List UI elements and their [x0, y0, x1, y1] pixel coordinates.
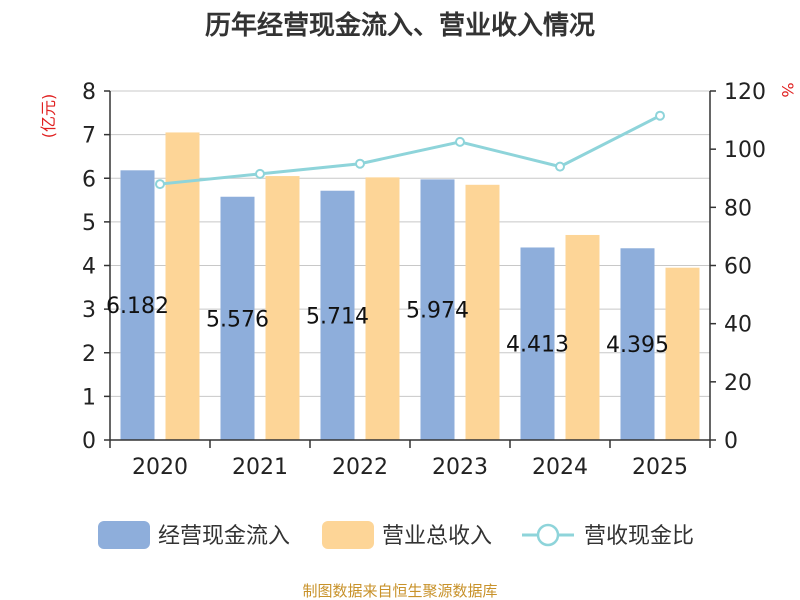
left-axis-unit: (亿元)	[39, 94, 58, 139]
line-layer	[155, 110, 665, 190]
data-label: 5.576	[206, 307, 269, 332]
data-label: 6.182	[106, 294, 169, 319]
data-label: 4.413	[506, 333, 569, 358]
left-tick-label: 3	[82, 298, 96, 323]
legend-swatch	[98, 521, 150, 549]
right-tick-label: 20	[724, 371, 752, 396]
data-label-layer: 6.182 5.576 5.714 5.974 4.413 4.395	[106, 294, 669, 358]
right-axis-unit: %	[778, 82, 797, 97]
legend-item[interactable]: 营收现金比	[522, 523, 694, 549]
bar-revenue[interactable]	[165, 132, 200, 440]
legend-label: 营收现金比	[584, 524, 694, 549]
right-tick-label: 40	[724, 313, 752, 338]
right-tick-label: 100	[724, 138, 766, 163]
bar-layer	[120, 132, 700, 441]
bar-cash-inflow[interactable]	[120, 170, 155, 441]
legend-item[interactable]: 营业总收入	[322, 521, 492, 549]
line-point[interactable]	[655, 110, 665, 121]
right-tick-label: 60	[724, 255, 752, 280]
line-point[interactable]	[555, 161, 565, 172]
x-tick-label: 2022	[332, 455, 388, 480]
line-point[interactable]	[255, 168, 265, 179]
bar-revenue[interactable]	[265, 176, 300, 440]
legend-label: 营业总收入	[382, 524, 492, 549]
legend-marker	[536, 523, 560, 547]
left-tick-label: 0	[82, 429, 96, 454]
source-note: 制图数据来自恒生聚源数据库	[302, 582, 497, 600]
bar-cash-inflow[interactable]	[220, 196, 255, 440]
x-tick-label: 2020	[132, 455, 188, 480]
right-tick-label: 120	[724, 80, 766, 105]
bar-cash-inflow[interactable]	[420, 179, 455, 440]
bar-revenue[interactable]	[565, 234, 600, 440]
left-tick-label: 5	[82, 211, 96, 236]
x-tick-label: 2021	[232, 455, 288, 480]
bar-cash-inflow[interactable]	[520, 247, 555, 440]
bar-revenue[interactable]	[465, 184, 500, 440]
legend[interactable]: 经营现金流入 营业总收入 营收现金比	[98, 521, 694, 549]
bar-cash-inflow[interactable]	[320, 190, 355, 440]
line-point[interactable]	[455, 136, 465, 147]
left-tick-label: 2	[82, 342, 96, 367]
right-tick-label: 0	[724, 429, 738, 454]
left-tick-label: 6	[82, 167, 96, 192]
left-tick-label: 7	[82, 124, 96, 149]
bar-cash-inflow[interactable]	[620, 248, 655, 440]
left-tick-label: 1	[82, 385, 96, 410]
line-ratio	[159, 114, 661, 186]
legend-item[interactable]: 经营现金流入	[98, 521, 290, 549]
chart-title: 历年经营现金流入、营业收入情况	[205, 10, 595, 41]
legend-label: 经营现金流入	[158, 524, 290, 549]
x-tick-label: 2023	[432, 455, 488, 480]
bar-revenue[interactable]	[365, 177, 400, 440]
line-point[interactable]	[155, 179, 165, 190]
data-label: 5.974	[406, 299, 469, 324]
x-tick-label: 2024	[532, 455, 588, 480]
line-point[interactable]	[355, 158, 365, 169]
data-label: 4.395	[606, 333, 669, 358]
left-tick-label: 4	[82, 255, 96, 280]
left-tick-label: 8	[82, 80, 96, 105]
bar-revenue[interactable]	[665, 267, 700, 440]
legend-swatch	[322, 521, 374, 549]
data-label: 5.714	[306, 304, 369, 329]
x-tick-label: 2025	[632, 455, 688, 480]
right-tick-label: 80	[724, 196, 752, 221]
